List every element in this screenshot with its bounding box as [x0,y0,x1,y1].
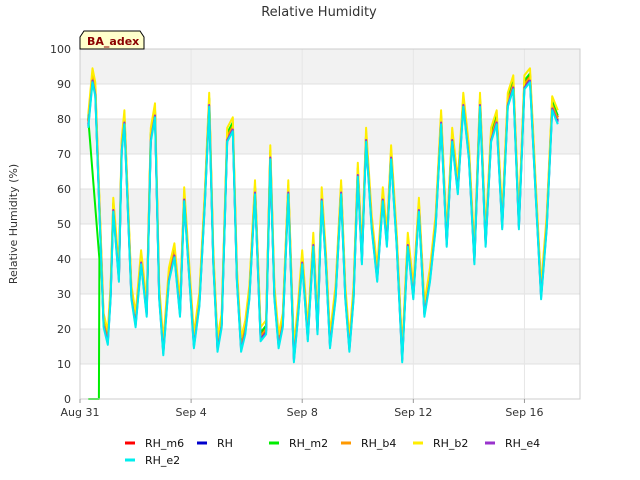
y-tick-label: 100 [50,43,71,56]
legend-label: RH [217,437,233,450]
y-axis-label: Relative Humidity (%) [7,164,20,284]
legend-item-rh-m6: RH_m6 [125,437,184,450]
y-tick-label: 30 [57,288,71,301]
legend-label: RH_e4 [505,437,540,450]
site-badge: BA_adex [79,30,145,50]
plot-band [80,189,580,224]
legend-label: RH_m6 [145,437,184,450]
x-tick-label: Sep 8 [287,406,318,419]
plot-band [80,49,580,84]
legend-label: RH_m2 [289,437,328,450]
y-tick-label: 0 [64,393,71,406]
x-tick-label: Sep 4 [175,406,206,419]
x-tick-label: Sep 16 [505,406,543,419]
x-axis-ticks: Aug 31 Sep 4 Sep 8 Sep 12 Sep 16 [61,399,544,419]
legend-item-rh-e2: RH_e2 [125,454,180,467]
legend-item-rh: RH [197,437,233,450]
y-tick-label: 20 [57,323,71,336]
plot-band [80,259,580,294]
series-layer [87,67,559,400]
legend: RH_m6 RH RH_m2 RH_b4 RH_b2 RH_e4 RH_e2 [125,437,540,467]
legend-item-rh-e4: RH_e4 [485,437,540,450]
y-tick-label: 40 [57,253,71,266]
legend-item-rh-b4: RH_b4 [341,437,396,450]
legend-item-rh-b2: RH_b2 [413,437,468,450]
y-tick-label: 80 [57,113,71,126]
legend-label: RH_e2 [145,454,180,467]
y-tick-label: 10 [57,358,71,371]
series-line-rh-e2 [87,81,559,364]
legend-label: RH_b2 [433,437,468,450]
legend-label: RH_b4 [361,437,396,450]
y-tick-label: 50 [57,218,71,231]
y-tick-label: 60 [57,183,71,196]
y-tick-label: 70 [57,148,71,161]
x-tick-label: Aug 31 [61,406,100,419]
y-axis-ticks: 0 10 20 30 40 50 60 70 80 90 100 [50,43,71,406]
y-tick-label: 90 [57,78,71,91]
site-badge-label: BA_adex [87,35,139,48]
legend-item-rh-m2: RH_m2 [269,437,328,450]
chart-title: Relative Humidity [261,5,377,20]
x-tick-label: Sep 12 [394,406,432,419]
